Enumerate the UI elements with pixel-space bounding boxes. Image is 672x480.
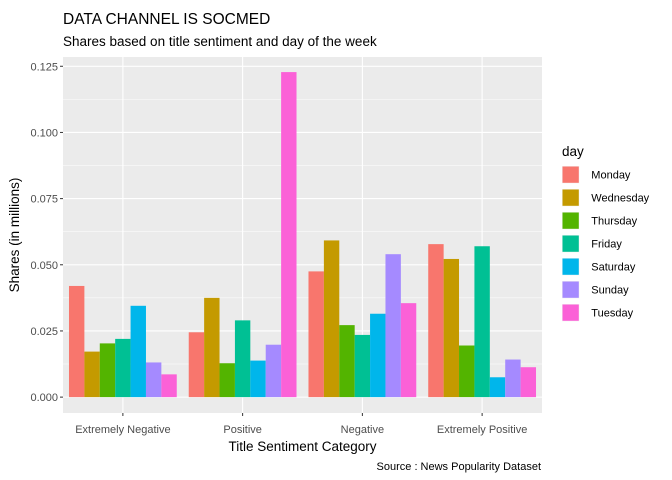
bar (323, 240, 340, 398)
legend-key (562, 166, 579, 183)
bar (428, 244, 444, 398)
bar (339, 325, 355, 398)
bar (443, 258, 460, 398)
bar (370, 313, 386, 398)
y-axis-title: Shares (in millions) (7, 178, 22, 293)
legend-key (562, 235, 579, 252)
legend-label: Friday (591, 239, 622, 251)
bar (130, 305, 146, 398)
bar (234, 320, 251, 398)
x-tick-label: Negative (341, 424, 384, 436)
legend-key (562, 281, 579, 298)
bar (99, 343, 116, 398)
y-tick-label: 0.000 (30, 392, 58, 404)
legend-label: Monday (591, 170, 631, 182)
bar (188, 332, 205, 398)
bar (354, 334, 371, 398)
y-tick-label: 0.100 (30, 127, 58, 139)
bar (459, 345, 475, 398)
y-tick-label: 0.025 (30, 326, 58, 338)
legend: day Monday Wednesday Thursday Friday Saturda… (562, 144, 650, 322)
bar (505, 359, 521, 398)
legend-key (562, 258, 579, 275)
legend-label: Sunday (591, 285, 629, 297)
bar (265, 344, 282, 398)
legend-label: Thursday (591, 216, 637, 228)
x-axis: Extremely Negative Positive Negative Extrem… (75, 413, 527, 436)
x-tick-label: Extremely Positive (437, 424, 527, 436)
bar (219, 363, 235, 398)
x-axis-title: Title Sentiment Category (228, 439, 376, 454)
bar (308, 271, 324, 398)
y-tick-label: 0.075 (30, 194, 58, 206)
legend-key (562, 212, 579, 229)
chart-title: DATA CHANNEL IS SOCMED (63, 11, 270, 28)
legend-title: day (562, 144, 584, 159)
legend-label: Saturday (591, 262, 636, 274)
legend-label: Tuesday (591, 308, 633, 320)
y-tick-label: 0.050 (30, 260, 58, 272)
bar (281, 72, 297, 398)
legend-label: Wednesday (591, 193, 649, 205)
legend-key (562, 189, 579, 206)
bar (115, 338, 131, 398)
bars (68, 72, 537, 398)
bar (84, 351, 100, 398)
y-tick-label: 0.125 (30, 61, 58, 73)
gridlines (63, 57, 542, 413)
chart-caption: Source : News Popularity Dataset (377, 461, 541, 473)
x-tick-label: Extremely Negative (75, 424, 170, 436)
bar (250, 360, 266, 398)
bar (161, 374, 177, 398)
bar (204, 297, 220, 398)
y-axis: 0.000 0.025 0.050 0.075 0.100 0.125 (30, 61, 63, 404)
bar (145, 362, 162, 398)
bar (400, 303, 417, 398)
bar (385, 254, 401, 398)
legend-key (562, 304, 579, 321)
bar (520, 367, 537, 398)
bar (489, 377, 506, 398)
bar (474, 246, 490, 398)
x-tick-label: Positive (223, 424, 262, 436)
chart-subtitle: Shares based on title sentiment and day … (63, 34, 377, 49)
bar (68, 285, 85, 398)
